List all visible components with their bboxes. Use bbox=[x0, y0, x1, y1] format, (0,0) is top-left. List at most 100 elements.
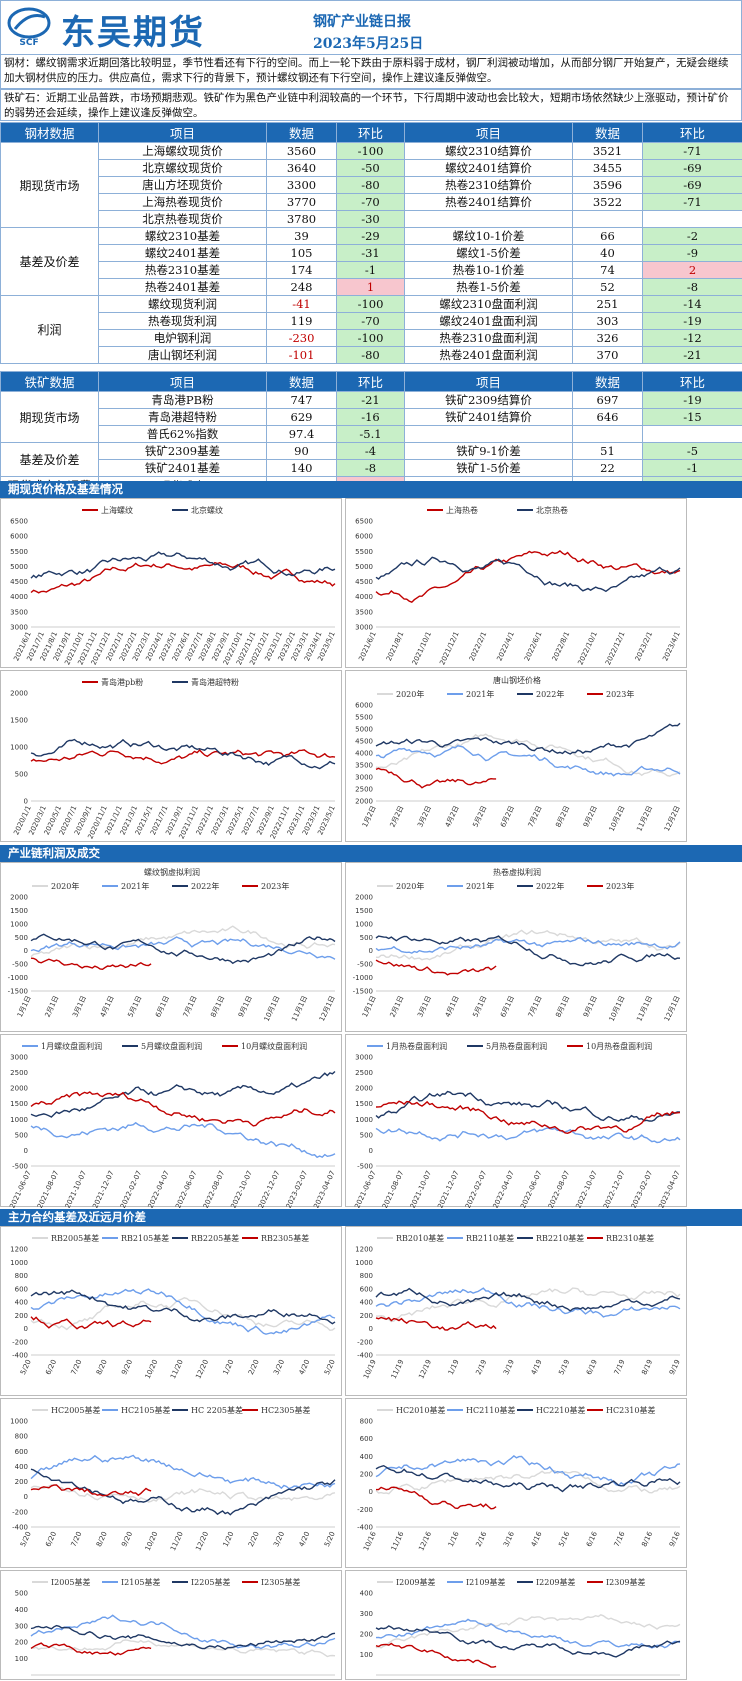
value-cell: 174 bbox=[267, 262, 337, 279]
x-tick-label: 2022-06-07 bbox=[519, 1169, 543, 1208]
report-date: 2023年5月25日 bbox=[313, 33, 423, 53]
legend-label: 2021年 bbox=[121, 881, 149, 891]
x-tick-label: 2022-04-07 bbox=[492, 1169, 516, 1208]
legend-label: 北京热卷 bbox=[536, 505, 568, 515]
x-tick-label: 2022-12-07 bbox=[602, 1169, 626, 1208]
item-name-cell: 铁矿2309基差 bbox=[99, 443, 267, 460]
y-tick-label: 1000 bbox=[10, 1259, 28, 1267]
legend-label: RB2205基差 bbox=[191, 1233, 239, 1243]
item-name-cell: 螺纹2401结算价 bbox=[405, 160, 573, 177]
value-cell: 74 bbox=[573, 262, 643, 279]
value-cell: 90 bbox=[267, 443, 337, 460]
x-tick-label: 11月2日 bbox=[635, 804, 654, 832]
x-tick-label: 6/20 bbox=[44, 1358, 58, 1376]
legend-label: 1月热卷盘面利润 bbox=[386, 1041, 447, 1051]
item-name-cell: 螺纹2401基差 bbox=[99, 245, 267, 262]
x-tick-label: 2022-10-07 bbox=[574, 1169, 598, 1208]
x-tick-label: 1/16 bbox=[447, 1530, 461, 1548]
item-name-cell: 铁矿2309结算价 bbox=[405, 392, 573, 409]
x-tick-label: 2022-10-07 bbox=[229, 1169, 253, 1208]
x-tick-label: 5/20 bbox=[323, 1530, 337, 1548]
x-tick-label: 1/19 bbox=[447, 1358, 461, 1376]
y-tick-label: -200 bbox=[357, 1338, 373, 1346]
table-header-cell: 钢材数据 bbox=[1, 123, 99, 143]
value-cell bbox=[573, 426, 643, 443]
line-chart: 上海螺纹北京螺纹65006000550050004500400035003000… bbox=[1, 499, 343, 669]
legend-label: 2020年 bbox=[396, 689, 424, 699]
x-tick-label: 10/19 bbox=[362, 1358, 378, 1380]
x-tick-label: 10/16 bbox=[362, 1530, 378, 1552]
value-cell: -101 bbox=[267, 347, 337, 364]
legend-label: 2023年 bbox=[606, 689, 634, 699]
y-tick-label: 800 bbox=[360, 1418, 373, 1426]
legend-label: RB2310基差 bbox=[606, 1233, 654, 1243]
x-tick-label: 2022/6/1 bbox=[523, 630, 544, 662]
y-tick-label: 200 bbox=[15, 1639, 28, 1647]
y-tick-label: -500 bbox=[357, 961, 373, 969]
row-group-label: 利润 bbox=[1, 296, 99, 364]
change-cell: -100 bbox=[337, 330, 405, 347]
item-name-cell bbox=[405, 211, 573, 228]
y-tick-label: 3500 bbox=[355, 762, 373, 770]
y-tick-label: 2000 bbox=[355, 798, 373, 806]
y-tick-label: 3000 bbox=[355, 1054, 373, 1062]
legend-label: 上海螺纹 bbox=[101, 505, 133, 515]
x-tick-label: 12/20 bbox=[194, 1358, 210, 1380]
y-tick-label: 1500 bbox=[10, 717, 28, 725]
y-tick-label: 5500 bbox=[10, 548, 28, 556]
x-tick-label: 10月2日 bbox=[608, 804, 627, 832]
x-tick-label: 4月2日 bbox=[444, 804, 461, 828]
legend-label: HC2110基差 bbox=[466, 1405, 515, 1415]
table-header-cell: 数据 bbox=[573, 123, 643, 143]
y-tick-label: 1000 bbox=[10, 744, 28, 752]
x-tick-label: 4/16 bbox=[530, 1530, 544, 1548]
value-cell: 39 bbox=[267, 228, 337, 245]
y-tick-label: 0 bbox=[369, 1147, 373, 1155]
value-cell: 105 bbox=[267, 245, 337, 262]
x-tick-label: 7月1日 bbox=[527, 994, 544, 1018]
series-line bbox=[376, 557, 680, 591]
legend-label: I2009基差 bbox=[396, 1577, 436, 1587]
y-tick-label: 1500 bbox=[10, 1100, 28, 1108]
x-tick-label: 3/16 bbox=[502, 1530, 516, 1548]
x-tick-label: 4月1日 bbox=[444, 994, 461, 1018]
change-cell: -69 bbox=[643, 160, 742, 177]
change-cell: -30 bbox=[337, 211, 405, 228]
series-line bbox=[376, 1487, 496, 1509]
x-tick-label: 5/20 bbox=[323, 1358, 337, 1376]
x-tick-label: 2022-02-07 bbox=[119, 1169, 143, 1208]
x-tick-label: 6/19 bbox=[585, 1358, 599, 1376]
value-cell: 248 bbox=[267, 279, 337, 296]
x-tick-label: 2021-08-07 bbox=[36, 1169, 60, 1208]
table-header-cell: 铁矿数据 bbox=[1, 372, 99, 392]
y-tick-label: 400 bbox=[15, 1299, 28, 1307]
y-tick-label: 600 bbox=[15, 1448, 28, 1456]
change-cell: -29 bbox=[337, 228, 405, 245]
x-tick-label: 2022/12/1 bbox=[604, 630, 626, 666]
change-cell: -80 bbox=[337, 177, 405, 194]
change-cell bbox=[643, 426, 742, 443]
item-name-cell: 螺纹现货利润 bbox=[99, 296, 267, 313]
value-cell: 646 bbox=[573, 409, 643, 426]
x-tick-label: 9/20 bbox=[120, 1358, 134, 1376]
x-tick-label: 2022/2/1 bbox=[468, 630, 489, 662]
x-tick-label: 7月2日 bbox=[527, 804, 544, 828]
item-name-cell: 热卷2310盘面利润 bbox=[405, 330, 573, 347]
series-line bbox=[31, 958, 151, 969]
y-tick-label: 0 bbox=[24, 1493, 28, 1501]
item-name-cell: 螺纹2310盘面利润 bbox=[405, 296, 573, 313]
legend-label: 5月螺纹盘面利润 bbox=[141, 1041, 202, 1051]
value-cell: 3640 bbox=[267, 160, 337, 177]
change-cell: -71 bbox=[643, 194, 742, 211]
x-tick-label: 2021/6/1 bbox=[357, 630, 378, 662]
y-tick-label: 500 bbox=[15, 771, 28, 779]
legend-label: 1月螺纹盘面利润 bbox=[41, 1041, 102, 1051]
x-tick-label: 2021/8/1 bbox=[385, 630, 406, 662]
x-tick-label: 11/20 bbox=[169, 1530, 185, 1552]
line-chart: 上海热卷北京热卷65006000550050004500400035003000… bbox=[346, 499, 688, 669]
series-line bbox=[31, 1290, 335, 1324]
